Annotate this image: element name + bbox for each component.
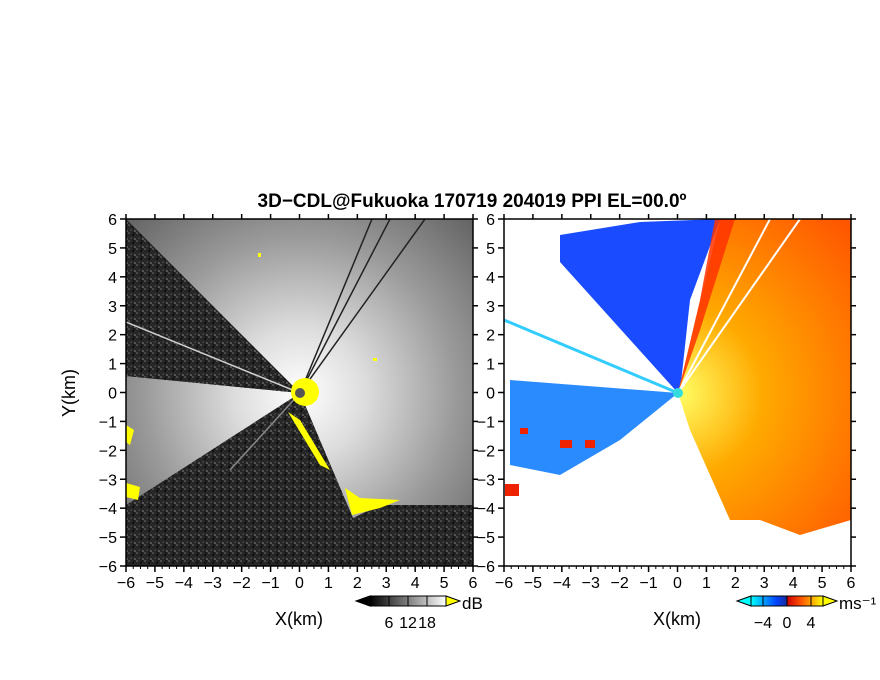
colorbar-unit: dB: [462, 594, 483, 613]
reflectivity-ylabel: Y(km): [59, 369, 79, 417]
x-tick-label: 6: [847, 575, 856, 592]
y-tick-label: −6: [99, 559, 117, 576]
colorbar-low-arrow: [735, 595, 752, 607]
y-tick-label: 0: [108, 386, 117, 403]
velocity-beam-spokes: [504, 219, 801, 395]
y-tick-label: 0: [486, 386, 495, 403]
x-tick-label: 6: [469, 575, 478, 592]
x-tick-label: 4: [789, 575, 798, 592]
colorbar-unit: ms⁻¹: [839, 594, 877, 613]
y-tick-label: −5: [99, 530, 117, 547]
y-tick-label: 6: [108, 212, 117, 229]
x-tick-label: 4: [411, 575, 420, 592]
x-tick-label: −5: [146, 575, 164, 592]
reflectivity-colorbar: 6 12 18 dB: [354, 594, 483, 632]
velocity-red-speckles: [505, 428, 595, 496]
colorbar-tick-label: −4: [754, 615, 772, 632]
x-tick-label: −3: [204, 575, 222, 592]
x-tick-label: −2: [611, 575, 629, 592]
x-tick-label: 5: [818, 575, 827, 592]
figure-title: 3D−CDL@Fukuoka 170719 204019 PPI EL=00.0…: [258, 191, 687, 212]
colorbar-high-arrow: [822, 595, 839, 607]
colorbar-tick-label: 6: [385, 615, 394, 632]
x-tick-label: 5: [440, 575, 449, 592]
velocity-near-red-band: [678, 219, 735, 393]
y-tick-label: 3: [486, 299, 495, 316]
y-tick-label: −1: [477, 414, 495, 431]
y-tick-label: −3: [477, 472, 495, 489]
colorbar-tick-label: 12: [399, 615, 417, 632]
x-tick-label: −1: [639, 575, 657, 592]
reflectivity-yellow-flags: [126, 253, 400, 515]
velocity-xlabel: X(km): [653, 609, 701, 629]
y-tick-label: 4: [108, 270, 117, 287]
x-tick-label: 1: [702, 575, 711, 592]
x-tick-label: 3: [760, 575, 769, 592]
x-tick-label: −1: [261, 575, 279, 592]
y-tick-label: −1: [99, 414, 117, 431]
x-tick-label: 2: [353, 575, 362, 592]
y-tick-label: 2: [486, 328, 495, 345]
colorbar-low-arrow: [354, 595, 371, 607]
reflectivity-axes: −6 −5 −4 −3 −2 −1 0 1 2 3 4 5 6 −6 −5 −4 −3 −2 −1 0 1 2 3 4 5 6: [99, 212, 478, 592]
y-tick-label: 5: [486, 241, 495, 258]
y-tick-label: −4: [477, 501, 495, 518]
y-tick-label: 1: [486, 357, 495, 374]
y-tick-label: 5: [108, 241, 117, 258]
x-tick-label: 1: [324, 575, 333, 592]
colorbar-tick-label: 4: [807, 615, 816, 632]
reflectivity-xlabel: X(km): [275, 609, 323, 629]
velocity-approaching-region-west: [510, 380, 678, 475]
colorbar-tick-label: 0: [783, 615, 792, 632]
reflectivity-beam-spokes: [126, 219, 426, 471]
radar-site-marker-left: [295, 388, 305, 398]
x-tick-label: 2: [731, 575, 740, 592]
velocity-axes: −6 −5 −4 −3 −2 −1 0 1 2 3 4 5 6 −6 −5 −4 −3 −2 −1 0 1 2 3 4 5 6: [477, 212, 856, 592]
radar-site-marker-right: [673, 388, 683, 398]
x-tick-label: 3: [382, 575, 391, 592]
velocity-approaching-region: [560, 219, 720, 393]
x-tick-label: −5: [524, 575, 542, 592]
velocity-panel: −6 −5 −4 −3 −2 −1 0 1 2 3 4 5 6 −6 −5 −4 −3 −2 −1 0 1 2 3 4 5 6 X…: [477, 212, 877, 632]
reflectivity-echo-region-west: [126, 376, 300, 505]
y-tick-label: −5: [477, 530, 495, 547]
x-tick-label: −4: [175, 575, 193, 592]
y-tick-label: 4: [486, 270, 495, 287]
colorbar-tick-label: 18: [418, 615, 436, 632]
y-tick-label: −4: [99, 501, 117, 518]
x-tick-label: −6: [117, 575, 135, 592]
velocity-receding-region: [678, 219, 851, 535]
y-tick-label: 6: [486, 212, 495, 229]
x-tick-label: −2: [233, 575, 251, 592]
y-tick-label: −3: [99, 472, 117, 489]
velocity-colorbar: −4 0 4 ms⁻¹: [735, 594, 877, 632]
y-tick-label: −2: [477, 443, 495, 460]
x-tick-label: −6: [495, 575, 513, 592]
x-tick-label: 0: [673, 575, 682, 592]
x-tick-label: −3: [582, 575, 600, 592]
y-tick-label: −2: [99, 443, 117, 460]
y-tick-label: −6: [477, 559, 495, 576]
reflectivity-echo-region: [126, 219, 473, 518]
colorbar-high-arrow: [445, 595, 462, 607]
x-tick-label: 0: [295, 575, 304, 592]
y-tick-label: 1: [108, 357, 117, 374]
y-tick-label: 3: [108, 299, 117, 316]
x-tick-label: −4: [553, 575, 571, 592]
y-tick-label: 2: [108, 328, 117, 345]
